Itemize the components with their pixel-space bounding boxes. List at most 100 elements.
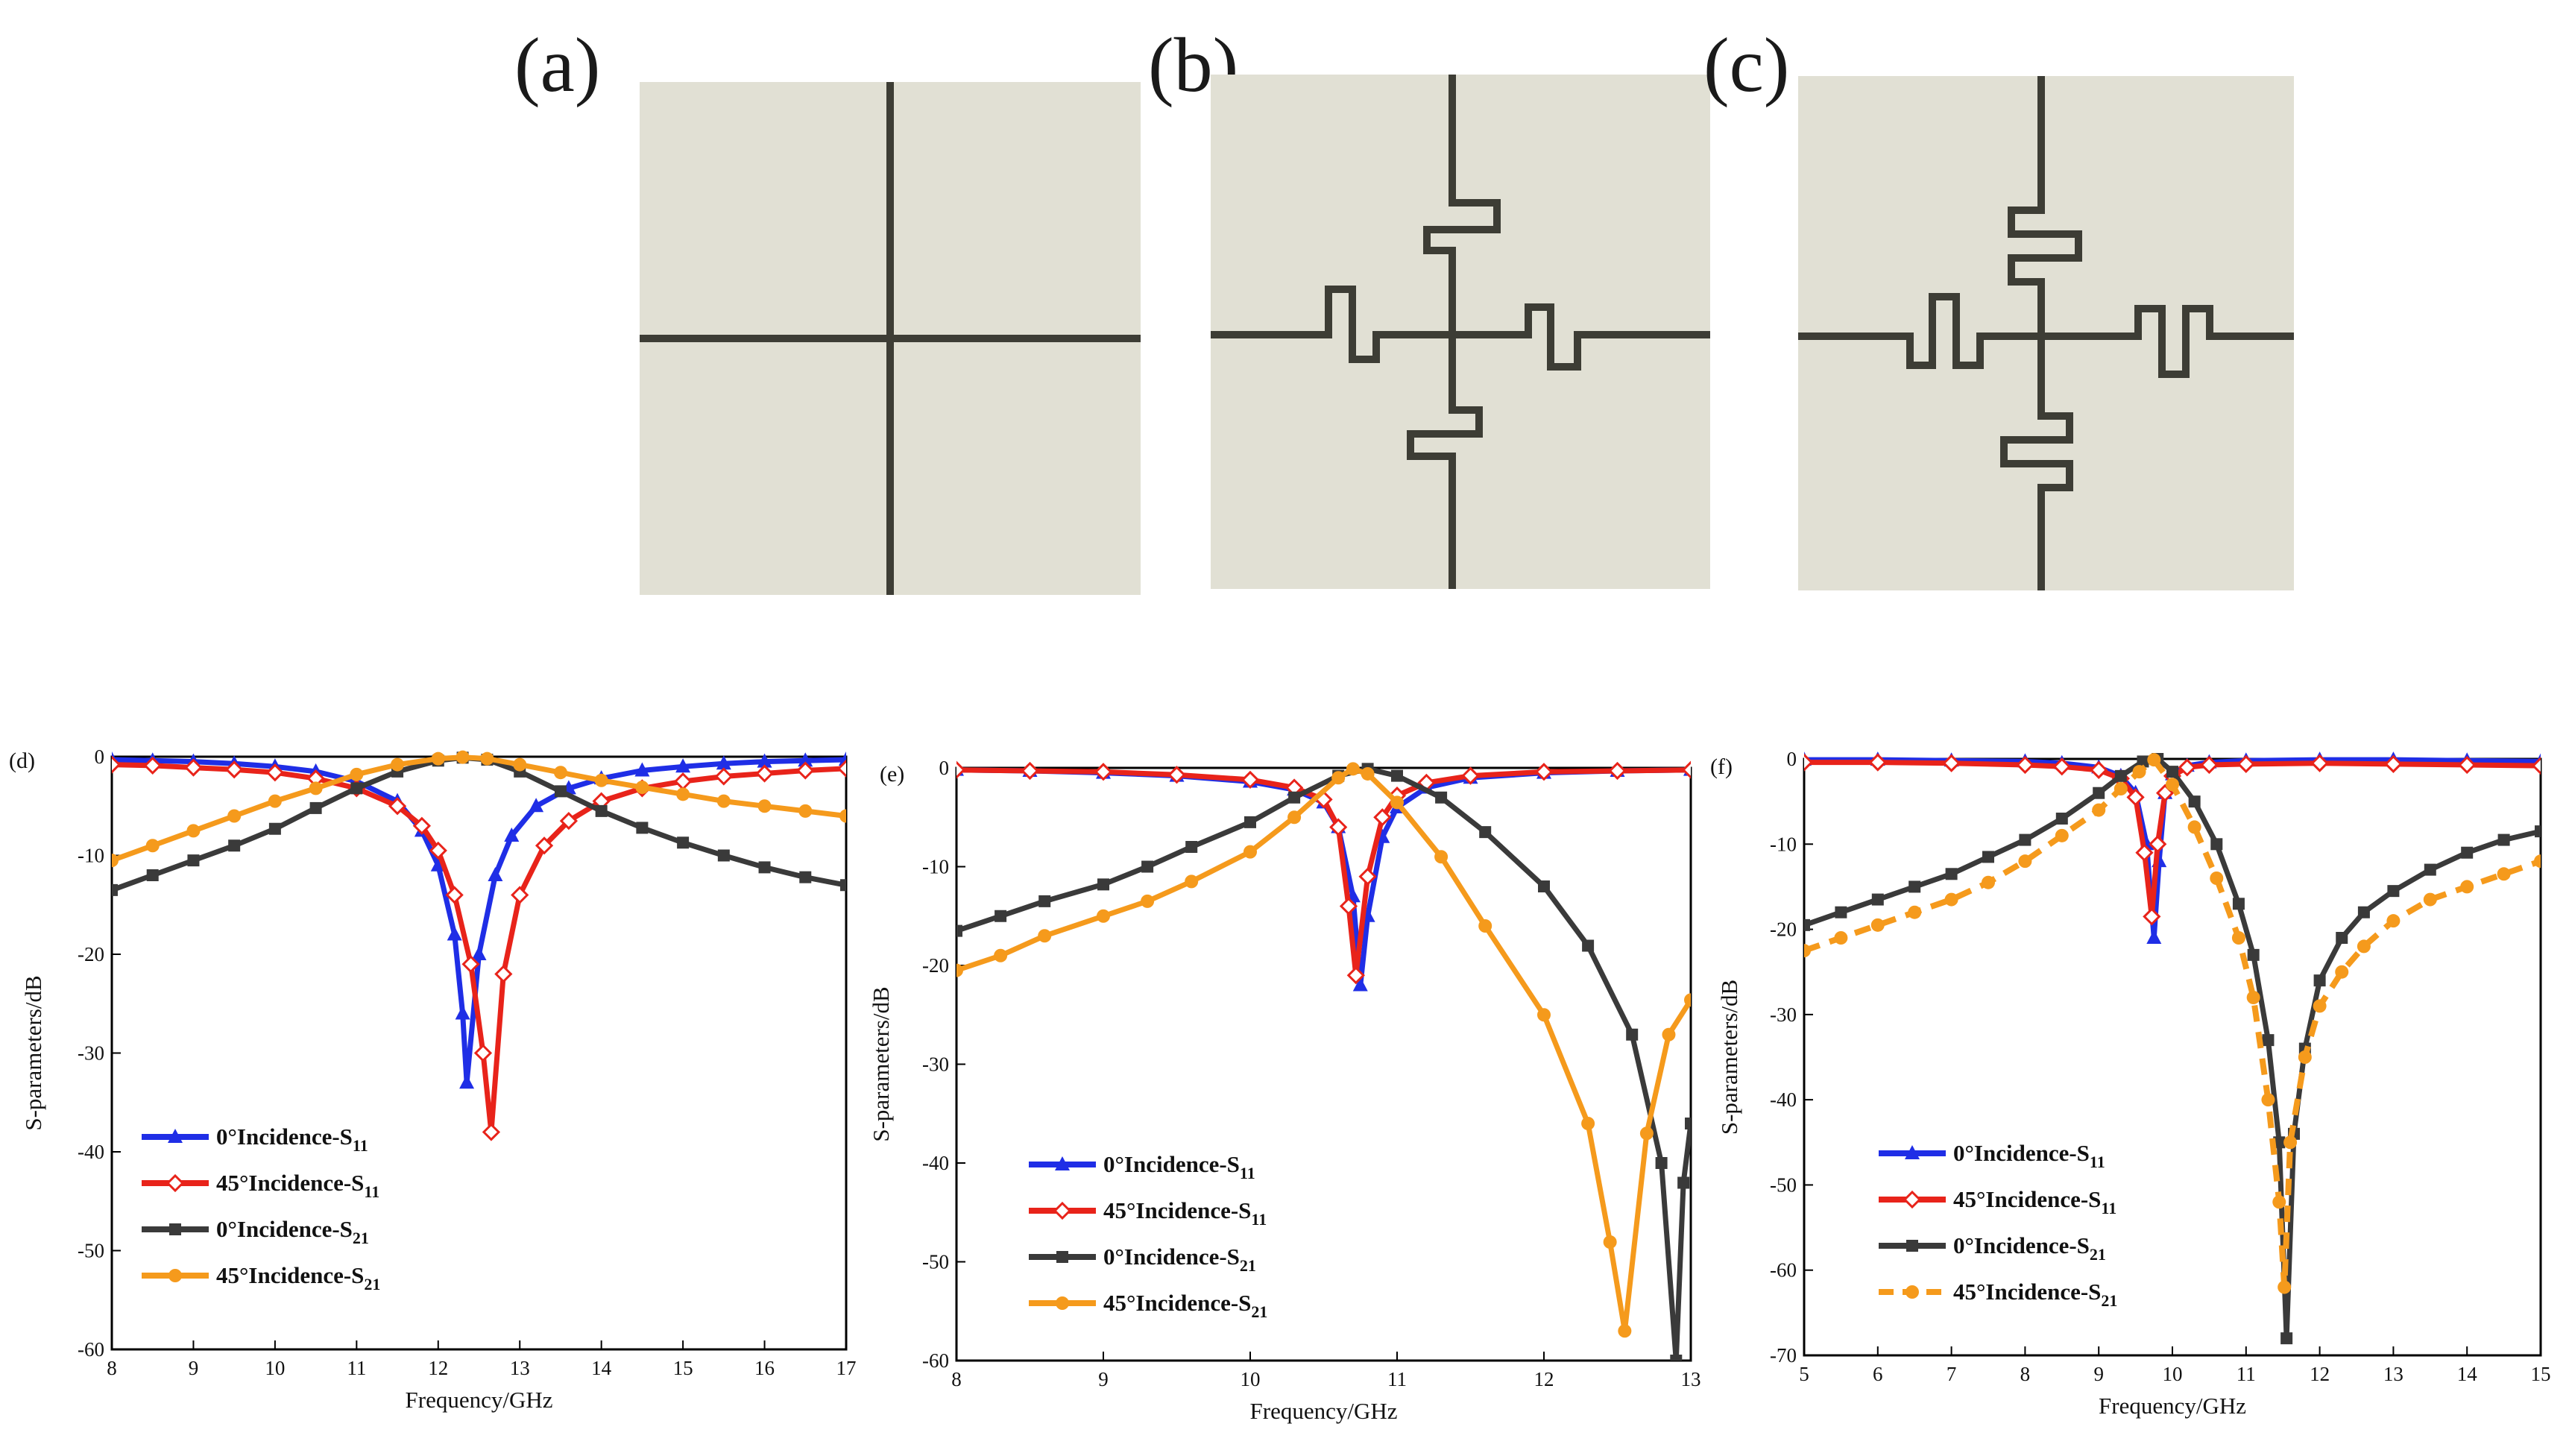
legend-label: 45°Incidence-S11 (216, 1170, 379, 1201)
unit-cell-a (640, 82, 1141, 595)
plot-area (112, 750, 846, 1141)
meander-arm-top (1423, 75, 1501, 332)
data-point (511, 886, 529, 904)
data-point (798, 804, 813, 818)
meander-arm-right (2041, 305, 2294, 378)
data-point (676, 787, 690, 801)
data-point (716, 794, 731, 808)
legend-marker (168, 1269, 182, 1282)
data-point (488, 867, 503, 881)
data-point (447, 926, 462, 941)
data-point (145, 839, 160, 853)
data-point (473, 1044, 493, 1062)
data-point (553, 766, 567, 780)
data-point (146, 869, 159, 881)
data-point (634, 762, 650, 777)
panel-label-c: (c) (1703, 22, 1790, 108)
data-point (714, 767, 733, 786)
data-point (186, 824, 201, 838)
legend-marker (168, 1129, 183, 1143)
y-tick-label: -20 (78, 943, 104, 965)
data-point (225, 760, 244, 779)
data-point (388, 797, 407, 816)
data-point (412, 816, 432, 835)
data-point (757, 753, 772, 768)
unit-cell-c (1798, 76, 2294, 590)
y-tick-label: 0 (95, 746, 105, 768)
data-point (675, 758, 691, 773)
panel-label: (d) (9, 749, 35, 773)
data-point (350, 767, 364, 781)
data-point (461, 955, 480, 974)
data-point (431, 751, 445, 766)
data-point (265, 763, 285, 782)
x-tick-label: 13 (510, 1357, 530, 1379)
data-point (227, 809, 242, 823)
data-point (529, 798, 544, 813)
legend-label: 45°Incidence-S21 (216, 1262, 380, 1293)
data-point (494, 965, 513, 983)
legend-subscript: 11 (364, 1182, 379, 1201)
data-point (757, 799, 772, 813)
x-tick-label: 10 (265, 1357, 285, 1379)
data-point (143, 756, 162, 775)
meander-arm-bottom (2000, 336, 2073, 590)
data-point (268, 794, 282, 808)
x-tick-label: 11 (347, 1357, 366, 1379)
data-point (594, 773, 608, 787)
unit-cell-b (1211, 75, 1710, 589)
data-point (471, 946, 487, 960)
data-point (716, 755, 731, 770)
series-45-incidence-s21 (112, 750, 846, 868)
y-tick-label: -60 (78, 1338, 104, 1361)
x-tick-label: 9 (189, 1357, 199, 1379)
data-point (717, 849, 730, 862)
data-point (839, 809, 846, 823)
data-point (513, 757, 527, 772)
data-point (112, 755, 122, 774)
y-tick-label: -50 (78, 1240, 104, 1262)
meander-arm-left (1798, 293, 2041, 369)
data-point (187, 854, 200, 867)
panel-label-a: (a) (514, 22, 601, 108)
data-point (309, 781, 323, 795)
data-point (445, 886, 464, 904)
data-point (796, 761, 815, 780)
y-tick-label: -40 (78, 1141, 104, 1163)
data-point (636, 822, 649, 834)
data-point (482, 1123, 501, 1141)
x-axis-label: Frequency/GHz (406, 1387, 553, 1413)
meander-arm-left (1211, 286, 1452, 363)
data-point (673, 772, 693, 791)
data-point (840, 879, 846, 892)
legend-marker (169, 1223, 181, 1235)
data-point (559, 812, 579, 831)
data-point (480, 751, 494, 766)
x-tick-label: 15 (673, 1357, 693, 1379)
legend-subscript: 11 (353, 1136, 368, 1155)
data-point (799, 871, 812, 883)
data-point (504, 828, 520, 842)
data-point (309, 801, 322, 814)
data-point (798, 752, 813, 767)
x-tick-label: 8 (107, 1357, 117, 1379)
data-point (429, 841, 447, 860)
y-tick-label: -30 (78, 1042, 104, 1065)
x-tick-label: 16 (754, 1357, 775, 1379)
meander-arm-right (1452, 303, 1710, 371)
data-point (635, 781, 649, 795)
data-point (677, 836, 690, 849)
data-point (350, 782, 363, 795)
x-tick-label: 14 (591, 1357, 612, 1379)
x-tick-label: 12 (428, 1357, 448, 1379)
data-point (755, 764, 774, 783)
data-point (456, 750, 470, 764)
meander-arm-bottom (1407, 332, 1483, 589)
data-point (595, 804, 608, 817)
x-tick-label: 17 (836, 1357, 857, 1379)
data-point (268, 822, 281, 835)
data-point (112, 854, 119, 868)
legend-label: 0°Incidence-S21 (216, 1216, 369, 1247)
data-point (535, 836, 554, 855)
data-point (758, 861, 771, 874)
